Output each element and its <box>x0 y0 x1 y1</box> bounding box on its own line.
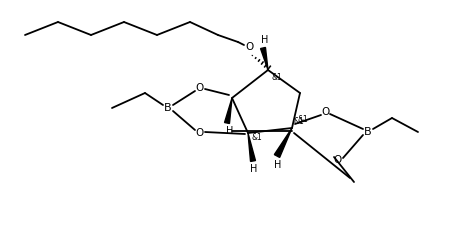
Text: H: H <box>274 160 282 170</box>
Text: H: H <box>227 126 234 136</box>
Text: &1: &1 <box>294 117 305 125</box>
Text: B: B <box>164 103 172 113</box>
Text: O: O <box>334 155 342 165</box>
Polygon shape <box>248 133 256 161</box>
Polygon shape <box>260 48 268 70</box>
Text: H: H <box>251 164 258 174</box>
Text: H: H <box>261 35 269 45</box>
Text: O: O <box>196 83 204 93</box>
Text: O: O <box>245 42 253 52</box>
Text: B: B <box>364 127 372 137</box>
Text: &1: &1 <box>272 73 283 83</box>
Polygon shape <box>225 98 232 124</box>
Text: &1: &1 <box>298 116 309 124</box>
Text: O: O <box>196 128 204 138</box>
Text: O: O <box>321 107 329 117</box>
Polygon shape <box>274 128 292 157</box>
Text: &1: &1 <box>251 134 262 143</box>
